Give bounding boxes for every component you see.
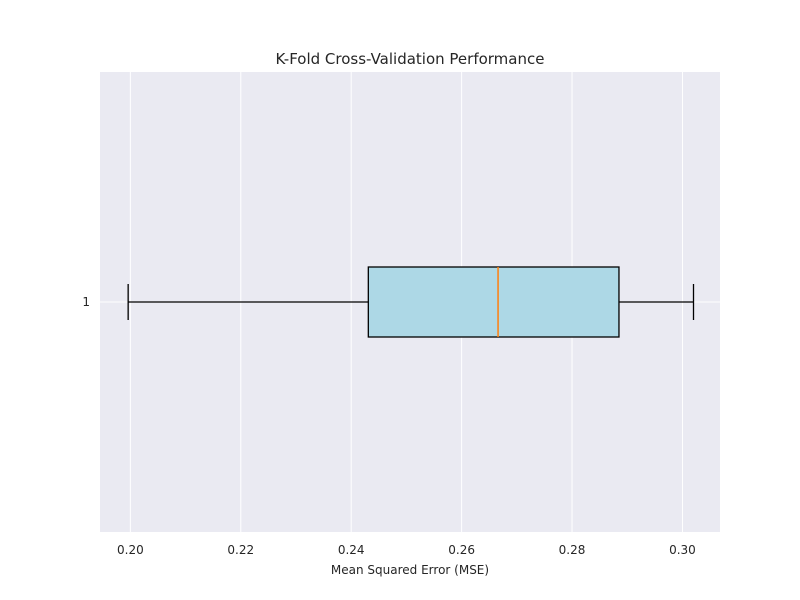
- x-tick-label: 0.20: [117, 543, 144, 557]
- x-axis-label: Mean Squared Error (MSE): [331, 563, 489, 577]
- x-tick-label: 0.28: [559, 543, 586, 557]
- x-tick-label: 0.30: [669, 543, 696, 557]
- box-1: [127, 266, 695, 338]
- x-tick-label: 0.22: [227, 543, 254, 557]
- box-body: [367, 266, 620, 338]
- chart-title: K-Fold Cross-Validation Performance: [276, 50, 545, 68]
- box-group: [127, 266, 695, 338]
- x-tick-label: 0.24: [338, 543, 365, 557]
- x-tick-label: 0.26: [448, 543, 475, 557]
- y-tick-label: 1: [82, 295, 90, 309]
- tick-labels: 0.20 0.22 0.24 0.26 0.28 0.30 1: [82, 295, 695, 557]
